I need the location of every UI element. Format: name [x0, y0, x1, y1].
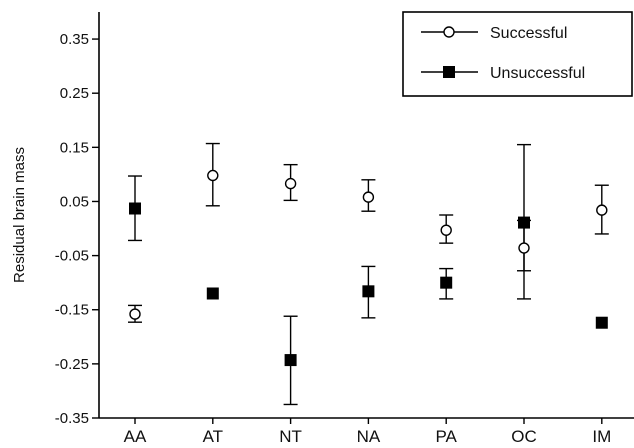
y-tick-label: -0.05: [55, 248, 89, 265]
data-points: [129, 169, 608, 367]
x-tick-label: OC: [511, 427, 537, 446]
point-successful-at: [207, 169, 219, 182]
y-tick-label: 0.35: [60, 31, 89, 48]
y-tick-label: -0.25: [55, 356, 89, 373]
y-tick-label: 0.05: [60, 193, 89, 210]
point-successful-oc: [518, 242, 530, 254]
x-tick-label: AA: [124, 427, 147, 446]
x-tick-label: PA: [435, 427, 457, 446]
y-tick-label: 0.25: [60, 85, 89, 102]
point-unsuccessful-aa: [129, 202, 141, 215]
x-tick-label: IM: [592, 427, 611, 446]
point-unsuccessful-pa: [440, 276, 453, 289]
y-tick-label: -0.35: [55, 410, 89, 427]
y-axis-title: Residual brain mass: [11, 147, 28, 283]
point-successful-im: [596, 204, 608, 216]
point-unsuccessful-na: [362, 285, 375, 298]
x-tick-label: AT: [203, 427, 223, 446]
legend: Successful Unsuccessful: [402, 11, 633, 97]
axes: [98, 12, 634, 419]
x-tick-label: NA: [357, 427, 381, 446]
y-ticks: -0.35 -0.25 -0.15 -0.05 0.05 0.15 0.25 0.35: [55, 31, 99, 427]
x-tick-label: NT: [279, 427, 302, 446]
legend-marker-unsuccessful: [443, 66, 455, 78]
x-ticks: AA AT NT NA PA OC IM: [124, 418, 611, 446]
legend-label-unsuccessful: Unsuccessful: [490, 65, 585, 82]
error-bars: [128, 142, 609, 406]
point-successful-pa: [440, 224, 452, 236]
legend-label-successful: Successful: [490, 25, 567, 42]
point-successful-aa: [129, 308, 141, 320]
point-unsuccessful-im: [595, 316, 608, 329]
point-successful-na: [362, 191, 375, 203]
point-unsuccessful-oc: [518, 216, 530, 229]
y-tick-label: 0.15: [60, 139, 89, 156]
point-unsuccessful-at: [206, 287, 219, 300]
point-unsuccessful-nt: [284, 354, 297, 367]
point-successful-nt: [284, 177, 297, 190]
legend-marker-successful: [443, 26, 455, 38]
y-tick-label: -0.15: [55, 302, 89, 319]
legend-box: [402, 11, 633, 97]
